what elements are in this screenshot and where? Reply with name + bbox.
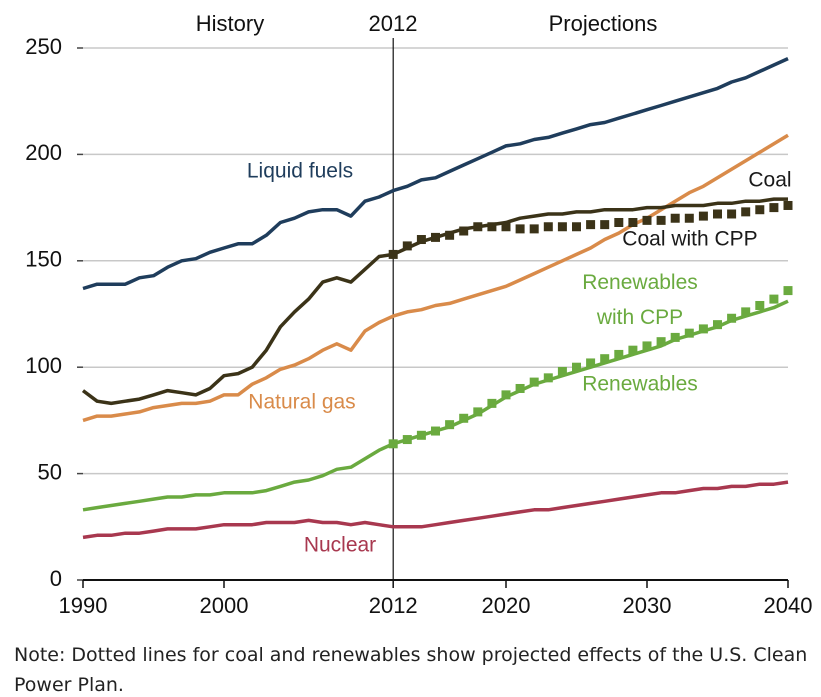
series-label: Nuclear — [304, 534, 376, 557]
x-tick-label: 1990 — [59, 593, 108, 618]
marker — [543, 373, 553, 383]
series-line — [82, 57, 789, 291]
y-tick-label: 0 — [50, 566, 62, 591]
marker — [515, 224, 525, 234]
series-line — [82, 480, 789, 540]
marker — [445, 420, 455, 430]
marker — [783, 286, 793, 296]
marker — [755, 300, 765, 310]
marker — [600, 220, 610, 230]
projections-label: Projections — [549, 11, 658, 36]
marker — [572, 222, 581, 232]
marker — [416, 430, 426, 440]
series-label: Renewables with CPP — [582, 271, 698, 329]
marker — [529, 224, 539, 234]
marker — [416, 235, 426, 245]
marker — [572, 362, 581, 372]
y-tick-label: 100 — [25, 353, 62, 378]
y-tick-label: 250 — [25, 34, 62, 59]
x-tick-label: 2020 — [482, 593, 531, 618]
marker — [557, 222, 567, 232]
series-label: Coal — [748, 169, 791, 192]
marker — [698, 211, 708, 221]
marker — [473, 407, 483, 417]
marker — [769, 203, 779, 213]
marker — [628, 345, 638, 355]
marker — [713, 320, 722, 330]
marker — [741, 207, 751, 217]
marker — [769, 294, 779, 304]
marker — [755, 205, 765, 215]
marker — [600, 354, 610, 364]
marker — [501, 390, 511, 400]
marker — [642, 341, 652, 351]
marker — [670, 332, 680, 342]
marker — [388, 249, 398, 259]
marker — [543, 222, 553, 232]
marker — [684, 213, 694, 223]
series-label: Renewables — [582, 373, 698, 396]
marker — [529, 377, 539, 387]
marker — [670, 213, 680, 223]
marker — [501, 222, 511, 232]
y-tick-label: 50 — [38, 459, 62, 484]
series-label: Liquid fuels — [247, 160, 353, 183]
marker — [557, 366, 567, 376]
marker — [487, 398, 497, 408]
marker — [445, 230, 455, 240]
marker — [698, 324, 708, 334]
x-tick-label: 2012 — [369, 593, 418, 618]
marker — [684, 328, 694, 338]
marker — [642, 215, 652, 225]
divider-label: 2012 — [369, 11, 418, 36]
marker — [614, 217, 624, 227]
marker — [783, 200, 793, 210]
x-tick-label: 2000 — [200, 593, 249, 618]
marker — [431, 426, 440, 436]
marker — [727, 313, 737, 323]
marker — [402, 241, 412, 251]
marker — [656, 215, 666, 225]
marker — [586, 358, 596, 368]
marker — [473, 222, 483, 232]
series-label: Natural gas — [248, 391, 355, 414]
marker — [628, 217, 638, 227]
series-label: Coal with CPP — [622, 228, 757, 251]
y-tick-label: 150 — [25, 247, 62, 272]
marker — [459, 226, 469, 236]
marker — [459, 413, 469, 423]
x-tick-label: 2040 — [764, 593, 813, 618]
marker — [431, 232, 440, 242]
series-line — [82, 133, 789, 423]
marker — [515, 383, 525, 393]
marker — [656, 337, 666, 347]
marker — [713, 209, 722, 219]
note: Note: Dotted lines for coal and renewabl… — [14, 644, 808, 696]
marker — [487, 222, 497, 232]
y-tick-label: 200 — [25, 140, 62, 165]
marker — [741, 307, 751, 317]
history-label: History — [196, 11, 264, 36]
marker — [402, 435, 412, 445]
marker — [614, 349, 624, 359]
marker — [586, 220, 596, 230]
x-tick-label: 2030 — [623, 593, 672, 618]
marker — [727, 209, 737, 219]
marker — [388, 439, 398, 449]
